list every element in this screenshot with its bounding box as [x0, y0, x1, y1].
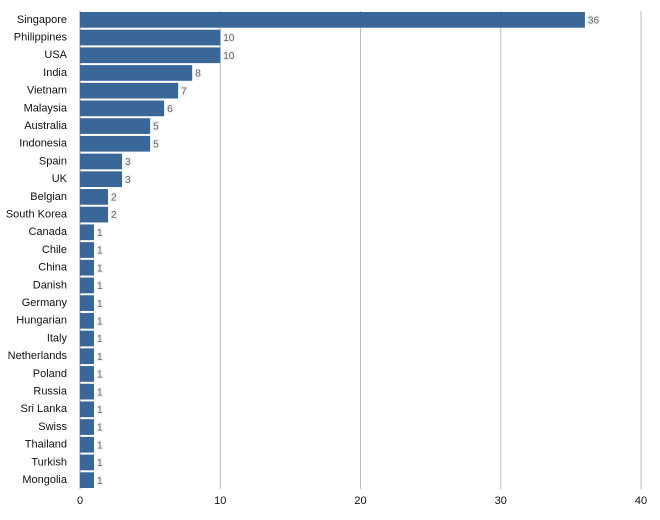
- bar: [80, 295, 95, 311]
- value-label: 1: [97, 387, 103, 398]
- value-label: 10: [223, 33, 235, 44]
- bar: [80, 65, 193, 81]
- bar: [80, 242, 95, 258]
- value-label: 8: [195, 69, 201, 80]
- value-label: 3: [125, 175, 131, 186]
- y-tick-label: Mongolia: [22, 474, 68, 486]
- y-tick-label: Australia: [24, 120, 68, 132]
- y-tick-label: Thailand: [25, 439, 67, 451]
- value-label: 1: [97, 299, 103, 310]
- value-label: 1: [97, 334, 103, 345]
- value-label: 2: [111, 210, 117, 221]
- value-label: 7: [181, 86, 187, 97]
- y-tick-label: UK: [52, 173, 68, 185]
- value-label: 1: [97, 458, 103, 469]
- y-tick-label: Philippines: [14, 31, 68, 43]
- y-tick-label: Danish: [33, 279, 67, 291]
- value-label: 3: [125, 157, 131, 168]
- value-label: 1: [97, 370, 103, 381]
- value-label: 1: [97, 405, 103, 416]
- value-label: 10: [223, 51, 235, 62]
- bar: [80, 472, 95, 488]
- bar: [80, 171, 123, 188]
- value-label: 2: [111, 193, 117, 204]
- bar: [80, 419, 95, 435]
- x-tick-label: 30: [495, 495, 507, 507]
- value-label: 1: [97, 263, 103, 274]
- y-tick-label: Singapore: [17, 14, 67, 26]
- value-label: 5: [153, 139, 159, 150]
- bar: [80, 401, 95, 418]
- value-label: 1: [97, 352, 103, 363]
- value-label: 1: [97, 423, 103, 434]
- y-tick-label: Swiss: [38, 421, 67, 433]
- bar: [80, 366, 95, 382]
- value-label: 1: [97, 281, 103, 292]
- value-label: 1: [97, 476, 103, 487]
- bar: [80, 118, 151, 134]
- x-tick-label: 20: [354, 495, 366, 507]
- bar: [80, 135, 151, 152]
- y-tick-label: USA: [44, 49, 67, 61]
- bar: [80, 206, 109, 223]
- y-tick-label: Belgian: [30, 191, 67, 203]
- y-tick-label: Chile: [42, 244, 67, 256]
- value-label: 1: [97, 440, 103, 451]
- bar: [80, 224, 95, 241]
- bar: [80, 436, 95, 453]
- y-tick-label: India: [43, 67, 68, 79]
- y-tick-label: Indonesia: [19, 138, 68, 150]
- x-tick-label: 0: [77, 495, 83, 507]
- y-tick-label: Hungarian: [16, 315, 67, 327]
- y-tick-label: Netherlands: [8, 350, 68, 362]
- bar: [80, 82, 179, 99]
- bar: [80, 330, 95, 347]
- bar: [80, 454, 95, 471]
- bar: [80, 12, 585, 28]
- bar: [80, 383, 95, 400]
- bar: [80, 153, 123, 170]
- value-label: 6: [167, 104, 173, 115]
- y-tick-label: China: [38, 262, 68, 274]
- bar: [80, 100, 165, 117]
- value-label: 36: [588, 15, 600, 26]
- x-tick-label: 10: [214, 495, 226, 507]
- y-tick-label: Sri Lanka: [21, 403, 68, 415]
- value-label: 5: [153, 122, 159, 133]
- y-tick-label: Spain: [39, 155, 67, 167]
- y-tick-label: Turkish: [31, 456, 67, 468]
- y-tick-label: Italy: [47, 332, 68, 344]
- value-label: 1: [97, 316, 103, 327]
- x-tick-label: 40: [635, 495, 647, 507]
- y-tick-label: Vietnam: [27, 85, 67, 97]
- y-tick-label: Russia: [33, 386, 68, 398]
- bar: [80, 189, 109, 205]
- y-tick-label: South Korea: [6, 208, 68, 220]
- y-tick-label: Poland: [33, 368, 67, 380]
- value-label: 1: [97, 228, 103, 239]
- y-tick-label: Malaysia: [24, 102, 68, 114]
- bar: [80, 47, 221, 64]
- y-tick-label: Germany: [22, 297, 68, 309]
- bar: [80, 29, 221, 46]
- bar: [80, 348, 95, 365]
- bar: [80, 277, 95, 294]
- value-label: 1: [97, 246, 103, 257]
- bar: [80, 259, 95, 276]
- bar: [80, 312, 95, 329]
- y-tick-label: Canada: [28, 226, 67, 238]
